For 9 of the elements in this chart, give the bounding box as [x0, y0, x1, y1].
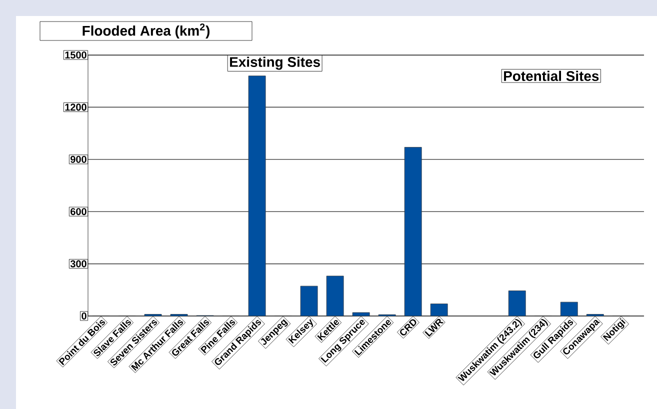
annotation: Existing Sites: [230, 56, 320, 70]
y-tick-label: 1200: [65, 104, 86, 111]
y-tick-label: 1500: [65, 51, 86, 59]
y-tick-label: 600: [70, 208, 86, 216]
y-tick-label: 300: [70, 260, 86, 268]
chart-title: Flooded Area (km$^{2}$): [82, 24, 210, 38]
y-tick-label: 900: [70, 156, 86, 163]
annotation: Potential Sites: [504, 70, 599, 82]
y-tick-label: 0: [82, 312, 86, 320]
